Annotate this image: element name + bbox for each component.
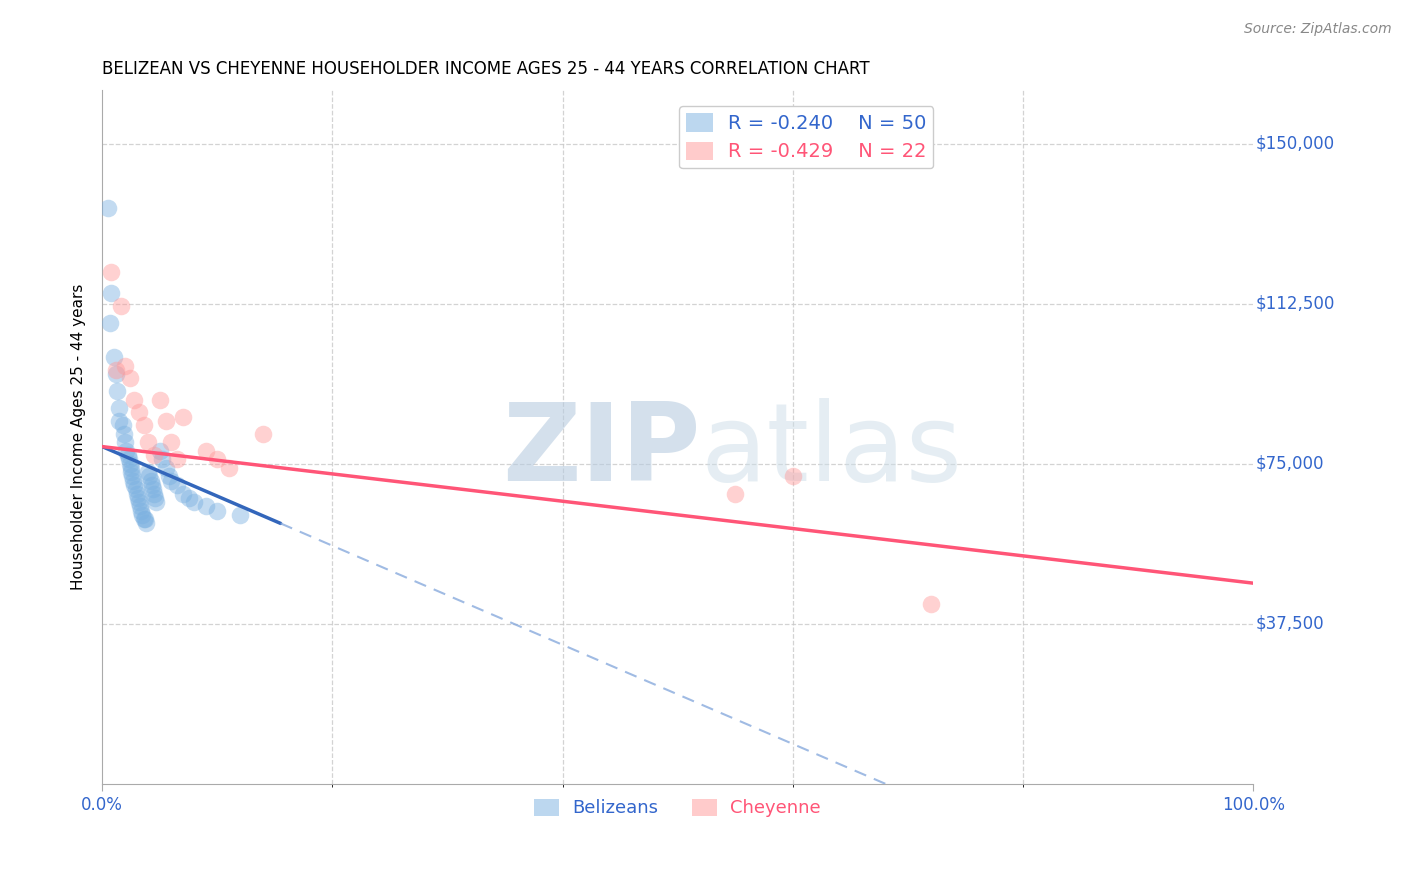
Point — [920, 598, 942, 612]
Point — [120, 461, 142, 475]
Text: $37,500: $37,500 — [1256, 615, 1324, 632]
Point — [131, 508, 153, 522]
Text: Source: ZipAtlas.com: Source: ZipAtlas.com — [1244, 22, 1392, 37]
Point — [166, 452, 188, 467]
Point — [125, 486, 148, 500]
Point — [114, 359, 136, 373]
Point — [117, 448, 139, 462]
Point — [172, 409, 194, 424]
Point — [100, 285, 122, 300]
Point — [143, 448, 166, 462]
Point — [97, 201, 120, 215]
Point — [252, 426, 274, 441]
Point — [183, 495, 205, 509]
Point — [127, 491, 149, 505]
Point — [118, 457, 141, 471]
Point — [118, 371, 141, 385]
Text: $75,000: $75,000 — [1256, 455, 1324, 473]
Point — [166, 478, 188, 492]
Point — [115, 443, 138, 458]
Point — [134, 512, 156, 526]
Point — [128, 405, 150, 419]
Point — [218, 461, 240, 475]
Point — [150, 452, 173, 467]
Legend: Belizeans, Cheyenne: Belizeans, Cheyenne — [527, 792, 828, 824]
Point — [105, 367, 128, 381]
Point — [112, 426, 135, 441]
Point — [129, 500, 152, 514]
Point — [108, 414, 131, 428]
Point — [98, 316, 121, 330]
Point — [124, 483, 146, 497]
Point — [122, 474, 145, 488]
Point — [229, 508, 252, 522]
Y-axis label: Householder Income Ages 25 - 44 years: Householder Income Ages 25 - 44 years — [72, 284, 86, 591]
Point — [207, 452, 229, 467]
Point — [724, 486, 747, 500]
Point — [172, 486, 194, 500]
Text: atlas: atlas — [700, 398, 963, 504]
Point — [121, 469, 143, 483]
Point — [139, 474, 162, 488]
Point — [108, 401, 131, 416]
Point — [132, 512, 155, 526]
Point — [149, 392, 172, 407]
Point — [110, 299, 132, 313]
Point — [157, 469, 180, 483]
Point — [145, 495, 167, 509]
Point — [138, 469, 160, 483]
Point — [194, 443, 217, 458]
Text: BELIZEAN VS CHEYENNE HOUSEHOLDER INCOME AGES 25 - 44 YEARS CORRELATION CHART: BELIZEAN VS CHEYENNE HOUSEHOLDER INCOME … — [103, 60, 870, 78]
Point — [135, 516, 157, 531]
Point — [100, 265, 122, 279]
Point — [207, 503, 229, 517]
Point — [124, 478, 146, 492]
Point — [155, 414, 177, 428]
Point — [155, 461, 177, 475]
Point — [128, 495, 150, 509]
Point — [143, 486, 166, 500]
Point — [149, 443, 172, 458]
Point — [136, 465, 159, 479]
Point — [136, 435, 159, 450]
Point — [124, 392, 146, 407]
Point — [782, 469, 804, 483]
Point — [105, 363, 128, 377]
Point — [105, 384, 128, 398]
Text: $150,000: $150,000 — [1256, 135, 1334, 153]
Point — [132, 418, 155, 433]
Point — [103, 350, 125, 364]
Point — [131, 503, 153, 517]
Point — [111, 418, 134, 433]
Point — [194, 500, 217, 514]
Point — [120, 465, 142, 479]
Text: $112,500: $112,500 — [1256, 294, 1334, 312]
Point — [177, 491, 200, 505]
Point — [114, 435, 136, 450]
Point — [143, 491, 166, 505]
Point — [118, 452, 141, 467]
Point — [142, 483, 165, 497]
Point — [141, 478, 163, 492]
Point — [160, 474, 183, 488]
Text: ZIP: ZIP — [502, 398, 700, 504]
Point — [160, 435, 183, 450]
